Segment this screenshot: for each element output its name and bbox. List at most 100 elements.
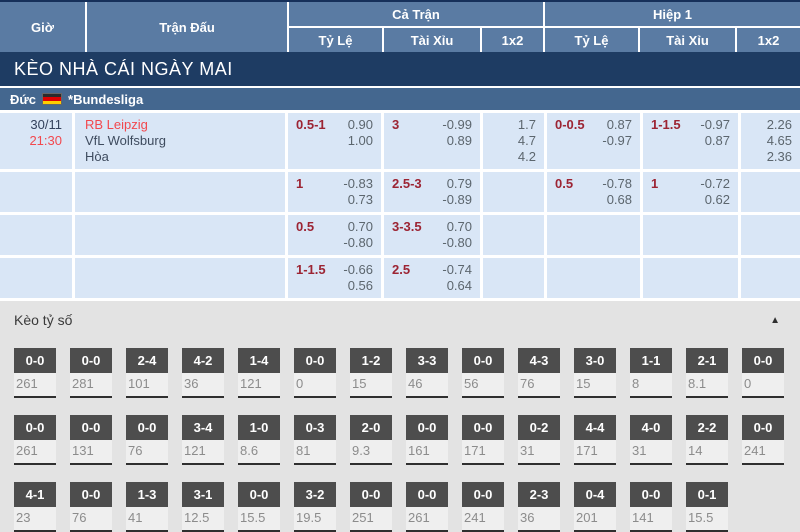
h1-handicap-cell[interactable]: 0-0.5 0.87 -0.97 xyxy=(547,113,640,169)
odds-value[interactable]: 0.87 xyxy=(606,117,632,132)
ft-handicap-cell[interactable]: 1 -0.83 0.73 xyxy=(288,172,381,212)
score-odds-cell[interactable]: 3-1 12.5 xyxy=(182,482,224,532)
score-odds-cell[interactable]: 0-0 131 xyxy=(70,415,112,465)
h1-1x2-cell[interactable]: 2.26 4.65 2.36 xyxy=(741,113,800,169)
ft-1x2-cell[interactable]: 1.7 4.7 4.2 xyxy=(483,113,544,169)
odds-value[interactable]: -0.97 xyxy=(700,117,730,132)
score-odds-cell[interactable]: 0-0 241 xyxy=(462,482,504,532)
score-odds-cell[interactable]: 0-0 261 xyxy=(14,415,56,465)
score-odds-cell[interactable]: 0-0 161 xyxy=(406,415,448,465)
score-odds-cell[interactable]: 0-0 0 xyxy=(742,348,784,398)
score-odds-cell[interactable]: 3-4 121 xyxy=(182,415,224,465)
score-odds-cell[interactable]: 0-0 141 xyxy=(630,482,672,532)
odds-value[interactable]: -0.83 xyxy=(343,176,373,191)
score-odds-cell[interactable]: 2-2 14 xyxy=(686,415,728,465)
score-odds-cell[interactable]: 4-1 23 xyxy=(14,482,56,532)
score-odds-cell[interactable]: 0-0 261 xyxy=(14,348,56,398)
ft-handicap-cell[interactable]: 1-1.5 -0.66 0.56 xyxy=(288,258,381,298)
league-country: Đức xyxy=(10,91,37,107)
odds-value[interactable]: 0.79 xyxy=(446,176,472,191)
score-odds-cell[interactable]: 0-0 15.5 xyxy=(238,482,280,532)
score-odds-cell[interactable]: 3-0 15 xyxy=(574,348,616,398)
odds-value[interactable]: 4.2 xyxy=(517,149,536,164)
odds-value[interactable]: 2.36 xyxy=(766,149,792,164)
score-odds-cell[interactable]: 0-3 81 xyxy=(294,415,336,465)
score-label: 0-3 xyxy=(294,415,336,440)
score-odds-cell[interactable]: 4-3 76 xyxy=(518,348,560,398)
odds-value[interactable]: -0.66 xyxy=(343,262,373,277)
odds-value[interactable]: 2.26 xyxy=(766,117,792,132)
odds-value[interactable]: 0.64 xyxy=(446,278,472,293)
odds-value[interactable]: -0.78 xyxy=(602,176,632,191)
score-label: 0-0 xyxy=(14,348,56,373)
odds-value[interactable]: -0.74 xyxy=(442,262,472,277)
score-odds-cell[interactable]: 2-1 8.1 xyxy=(686,348,728,398)
home-team[interactable]: RB Leipzig xyxy=(85,117,148,132)
score-odds-cell[interactable]: 0-0 261 xyxy=(406,482,448,532)
score-odds-cell[interactable]: 0-1 15.5 xyxy=(686,482,728,532)
over-under-line: 1-1.5 xyxy=(651,117,681,132)
odds-value[interactable]: 4.7 xyxy=(517,133,536,148)
handicap-line: 0.5 xyxy=(555,176,574,191)
score-odds-cell[interactable]: 0-0 56 xyxy=(462,348,504,398)
score-odds-cell[interactable]: 2-4 101 xyxy=(126,348,168,398)
score-odds-cell[interactable]: 0-0 76 xyxy=(126,415,168,465)
score-odds-cell[interactable]: 3-3 46 xyxy=(406,348,448,398)
odds-value[interactable]: 1.00 xyxy=(347,133,373,148)
odds-value[interactable]: 1.7 xyxy=(517,117,536,132)
odds-value[interactable]: -0.80 xyxy=(442,235,472,250)
score-odds-cell[interactable]: 0-0 0 xyxy=(294,348,336,398)
score-odds-cell[interactable]: 4-0 31 xyxy=(630,415,672,465)
odds-value[interactable]: 0.89 xyxy=(446,133,472,148)
score-label: 1-3 xyxy=(126,482,168,507)
h1-handicap-cell[interactable]: 0.5 -0.78 0.68 xyxy=(547,172,640,212)
odds-value[interactable]: -0.97 xyxy=(602,133,632,148)
score-odds-cell[interactable]: 4-4 171 xyxy=(574,415,616,465)
score-odds-cell[interactable]: 0-0 171 xyxy=(462,415,504,465)
score-odds-cell[interactable]: 0-0 76 xyxy=(70,482,112,532)
odds-value[interactable]: 0.73 xyxy=(347,192,373,207)
odds-value[interactable]: 4.65 xyxy=(766,133,792,148)
odds-value[interactable]: 0.56 xyxy=(347,278,373,293)
score-label: 0-1 xyxy=(686,482,728,507)
odds-value[interactable]: 0.90 xyxy=(347,117,373,132)
league-name[interactable]: *Bundesliga xyxy=(68,91,144,107)
ft-handicap-cell[interactable]: 0.5-1 0.90 1.00 xyxy=(288,113,381,169)
score-odds-cell[interactable]: 0-0 241 xyxy=(742,415,784,465)
odds-value[interactable]: 0.70 xyxy=(446,219,472,234)
odds-value[interactable]: -0.72 xyxy=(700,176,730,191)
score-odds-cell[interactable]: 0-0 251 xyxy=(350,482,392,532)
ft-over-under-cell[interactable]: 2.5-3 0.79 -0.89 xyxy=(384,172,480,212)
odds-value[interactable]: -0.80 xyxy=(343,235,373,250)
collapse-arrow-icon[interactable]: ▲ xyxy=(770,314,780,326)
ft-over-under-cell[interactable]: 3-3.5 0.70 -0.80 xyxy=(384,215,480,255)
score-odds-cell[interactable]: 1-2 15 xyxy=(350,348,392,398)
h1-over-under-cell[interactable]: 1-1.5 -0.97 0.87 xyxy=(643,113,738,169)
odds-row-3: 0.5 0.70 -0.80 3-3.5 0.70 -0.80 xyxy=(0,215,800,255)
ft-over-under-cell[interactable]: 3 -0.99 0.89 xyxy=(384,113,480,169)
score-odds-cell[interactable]: 1-1 8 xyxy=(630,348,672,398)
score-odds-cell[interactable]: 3-2 19.5 xyxy=(294,482,336,532)
h1-1x2-cell xyxy=(741,215,800,255)
score-odds-cell[interactable]: 1-0 8.6 xyxy=(238,415,280,465)
h1-over-under-cell[interactable]: 1 -0.72 0.62 xyxy=(643,172,738,212)
odds-value[interactable]: -0.89 xyxy=(442,192,472,207)
score-odds-cell[interactable]: 1-4 121 xyxy=(238,348,280,398)
ft-over-under-cell[interactable]: 2.5 -0.74 0.64 xyxy=(384,258,480,298)
score-odds-cell[interactable]: 4-2 36 xyxy=(182,348,224,398)
header-ft-over-under: Tài Xỉu xyxy=(384,28,480,52)
odds-value[interactable]: 0.87 xyxy=(704,133,730,148)
score-odds-cell[interactable]: 2-0 9.3 xyxy=(350,415,392,465)
score-odds-cell[interactable]: 0-2 31 xyxy=(518,415,560,465)
score-odds-cell[interactable]: 0-4 201 xyxy=(574,482,616,532)
away-team[interactable]: VfL Wolfsburg xyxy=(85,133,166,148)
score-label: 3-1 xyxy=(182,482,224,507)
odds-value[interactable]: -0.99 xyxy=(442,117,472,132)
odds-value[interactable]: 0.62 xyxy=(704,192,730,207)
score-odds-cell[interactable]: 0-0 281 xyxy=(70,348,112,398)
odds-value[interactable]: 0.70 xyxy=(347,219,373,234)
score-odds-cell[interactable]: 1-3 41 xyxy=(126,482,168,532)
odds-value[interactable]: 0.68 xyxy=(606,192,632,207)
score-odds-cell[interactable]: 2-3 36 xyxy=(518,482,560,532)
ft-handicap-cell[interactable]: 0.5 0.70 -0.80 xyxy=(288,215,381,255)
